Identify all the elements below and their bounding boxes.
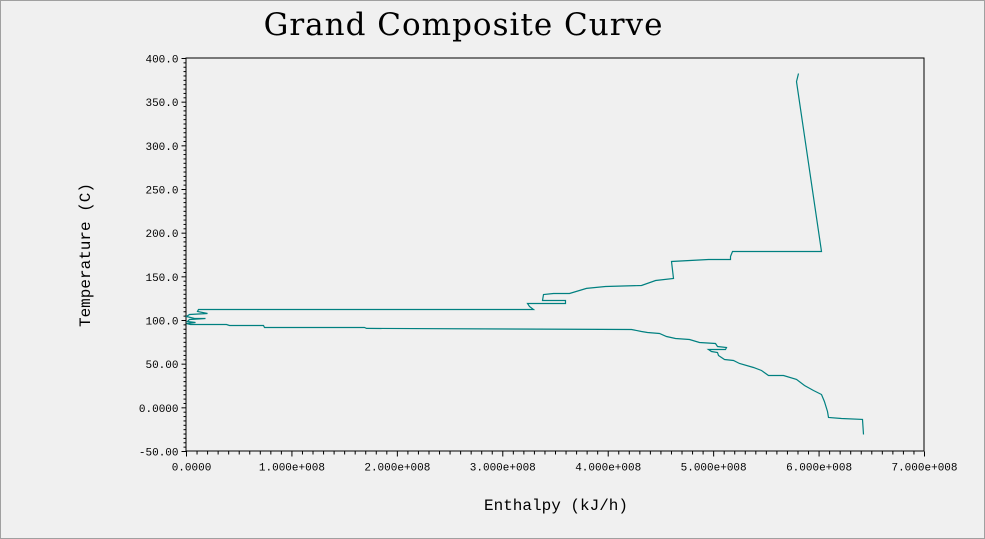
y-tick-label: 0.0000	[139, 404, 179, 416]
x-tick-label: 4.000e+008	[575, 463, 641, 475]
x-tick-label: 2.000e+008	[364, 463, 430, 475]
y-tick-label: -50.00	[139, 448, 179, 460]
x-tick-label: 3.000e+008	[470, 463, 536, 475]
y-tick-label: 350.0	[145, 98, 178, 110]
chart-title: Grand Composite Curve	[263, 7, 664, 43]
x-tick-label: 6.000e+008	[786, 463, 852, 475]
x-tick-label: 7.000e+008	[891, 463, 957, 475]
y-tick-label: 150.0	[145, 273, 178, 285]
x-tick-label: 5.000e+008	[681, 463, 747, 475]
y-tick-label: 200.0	[145, 229, 178, 241]
x-axis-label: Enthalpy (kJ/h)	[483, 497, 629, 515]
y-tick-label: 250.0	[145, 186, 178, 198]
y-tick-label: 50.00	[145, 360, 178, 372]
plot-frame	[185, 57, 925, 452]
series-line-grand-composite	[185, 73, 865, 435]
y-tick-label: 400.0	[145, 55, 178, 67]
y-tick-label: 300.0	[145, 142, 178, 154]
y-tick-label: 100.0	[145, 317, 178, 329]
x-tick-label: 1.000e+008	[259, 463, 325, 475]
x-tick-label: 0.0000	[172, 463, 212, 475]
